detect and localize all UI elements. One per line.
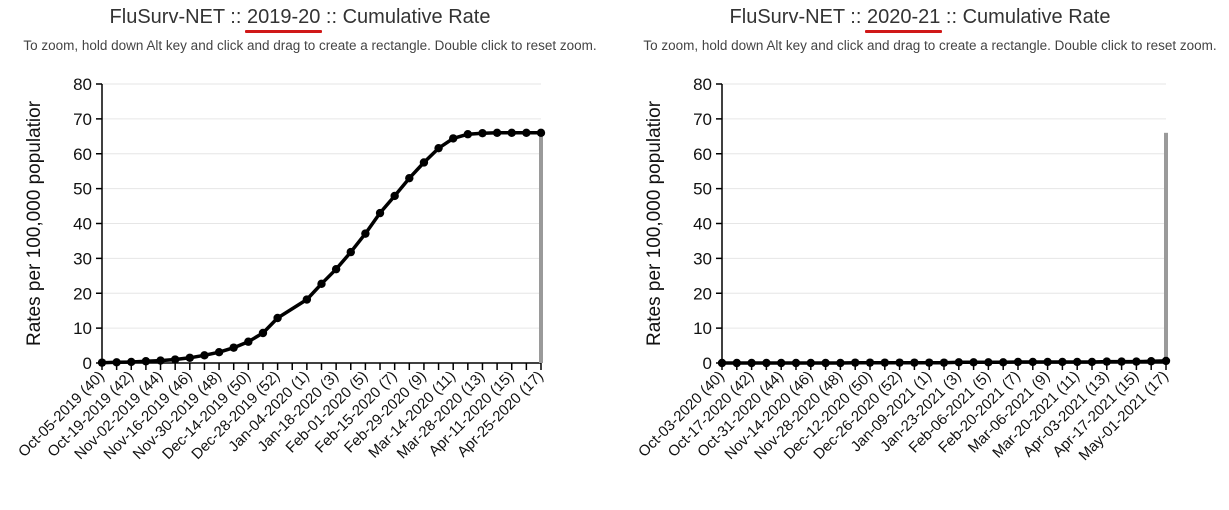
data-point[interactable] bbox=[302, 295, 312, 304]
data-point[interactable] bbox=[1028, 357, 1037, 367]
reference-bar[interactable] bbox=[539, 132, 543, 363]
reference-bar[interactable] bbox=[1164, 132, 1168, 363]
data-point[interactable] bbox=[895, 358, 904, 367]
data-point[interactable] bbox=[185, 353, 194, 362]
data-point[interactable] bbox=[522, 128, 531, 138]
y-tick-label: 10 bbox=[693, 319, 712, 338]
y-tick-label: 40 bbox=[73, 215, 92, 234]
zoom-hint: To zoom, hold down Alt key and click and… bbox=[643, 38, 1217, 53]
data-point[interactable] bbox=[478, 128, 487, 138]
data-point[interactable] bbox=[1117, 357, 1126, 366]
data-point[interactable] bbox=[1013, 357, 1023, 367]
data-point[interactable] bbox=[999, 358, 1008, 367]
y-axis-title: Rates per 100,000 populatior bbox=[24, 100, 45, 346]
data-point[interactable] bbox=[821, 358, 830, 368]
data-point[interactable] bbox=[375, 208, 385, 218]
data-point[interactable] bbox=[1132, 357, 1141, 366]
data-point[interactable] bbox=[762, 358, 771, 368]
y-tick-label: 50 bbox=[693, 180, 712, 199]
y-tick-label: 60 bbox=[693, 145, 712, 164]
data-point[interactable] bbox=[880, 358, 889, 367]
data-point[interactable] bbox=[806, 358, 815, 368]
y-tick-label: 80 bbox=[73, 75, 92, 94]
y-tick-label: 80 bbox=[693, 75, 712, 94]
data-point[interactable] bbox=[1161, 356, 1171, 366]
y-tick-label: 30 bbox=[693, 249, 712, 268]
data-point[interactable] bbox=[390, 191, 399, 201]
y-tick-label: 70 bbox=[73, 110, 92, 129]
data-point[interactable] bbox=[791, 358, 801, 368]
data-point[interactable] bbox=[331, 264, 341, 274]
data-point[interactable] bbox=[449, 134, 458, 143]
data-point[interactable] bbox=[836, 358, 845, 368]
y-tick-label: 70 bbox=[693, 110, 712, 129]
data-point[interactable] bbox=[112, 358, 121, 367]
y-tick-label: 20 bbox=[693, 284, 712, 303]
data-point[interactable] bbox=[507, 128, 516, 138]
data-point[interactable] bbox=[127, 357, 136, 367]
data-point[interactable] bbox=[939, 358, 949, 367]
y-tick-label: 0 bbox=[83, 354, 92, 373]
data-point[interactable] bbox=[405, 173, 414, 183]
data-point[interactable] bbox=[954, 358, 963, 367]
data-point[interactable] bbox=[777, 358, 786, 368]
data-point[interactable] bbox=[984, 358, 993, 367]
data-point[interactable] bbox=[317, 279, 326, 289]
data-point[interactable] bbox=[346, 247, 355, 257]
data-point[interactable] bbox=[244, 337, 253, 346]
data-point[interactable] bbox=[229, 343, 238, 352]
data-point[interactable] bbox=[156, 356, 165, 365]
data-point[interactable] bbox=[717, 358, 727, 368]
data-point[interactable] bbox=[910, 358, 919, 367]
data-point[interactable] bbox=[851, 358, 860, 367]
data-point[interactable] bbox=[492, 128, 502, 138]
data-point[interactable] bbox=[1147, 357, 1156, 366]
data-point[interactable] bbox=[463, 130, 473, 139]
data-point[interactable] bbox=[273, 313, 282, 323]
data-point[interactable] bbox=[1087, 357, 1097, 367]
y-tick-label: 50 bbox=[73, 180, 92, 199]
y-tick-label: 30 bbox=[73, 249, 92, 268]
data-point[interactable] bbox=[1102, 357, 1111, 366]
data-point[interactable] bbox=[258, 328, 268, 338]
y-tick-label: 60 bbox=[73, 145, 92, 164]
chart-panel-2020-21: FluSurv-NET :: 2020-21 :: Cumulative Rat… bbox=[620, 0, 1220, 510]
data-point[interactable] bbox=[170, 355, 180, 364]
data-point[interactable] bbox=[747, 358, 756, 368]
data-point[interactable] bbox=[419, 158, 429, 167]
data-point[interactable] bbox=[361, 229, 370, 238]
zoom-hint: To zoom, hold down Alt key and click and… bbox=[23, 38, 597, 53]
data-point[interactable] bbox=[865, 358, 875, 367]
chart-title-suffix: :: Cumulative Rate bbox=[940, 6, 1111, 28]
data-point[interactable] bbox=[925, 358, 934, 367]
data-point[interactable] bbox=[732, 358, 741, 368]
chart-title-season: 2019-20 bbox=[244, 6, 323, 33]
data-point[interactable] bbox=[97, 358, 107, 367]
chart-title-season: 2020-21 bbox=[864, 6, 943, 33]
data-point[interactable] bbox=[1043, 357, 1052, 367]
data-point[interactable] bbox=[214, 347, 224, 357]
chart-title-prefix: FluSurv-NET :: bbox=[729, 6, 867, 28]
chart-title-prefix: FluSurv-NET :: bbox=[109, 6, 247, 28]
chart-title: FluSurv-NET :: 2020-21 :: Cumulative Rat… bbox=[620, 6, 1220, 33]
y-tick-label: 0 bbox=[703, 354, 712, 373]
data-point[interactable] bbox=[200, 351, 209, 360]
data-point[interactable] bbox=[536, 128, 546, 138]
y-axis-title: Rates per 100,000 populatior bbox=[644, 100, 665, 346]
y-tick-label: 20 bbox=[73, 284, 92, 303]
data-point[interactable] bbox=[434, 143, 443, 153]
data-point[interactable] bbox=[1058, 357, 1067, 367]
y-tick-label: 40 bbox=[693, 215, 712, 234]
chart-title: FluSurv-NET :: 2019-20 :: Cumulative Rat… bbox=[0, 6, 600, 33]
chart-title-suffix: :: Cumulative Rate bbox=[320, 6, 491, 28]
y-tick-label: 10 bbox=[73, 319, 92, 338]
data-point[interactable] bbox=[1073, 357, 1082, 367]
data-point[interactable] bbox=[141, 357, 151, 366]
chart-panel-2019-20: FluSurv-NET :: 2019-20 :: Cumulative Rat… bbox=[0, 0, 600, 510]
data-point[interactable] bbox=[969, 358, 978, 367]
